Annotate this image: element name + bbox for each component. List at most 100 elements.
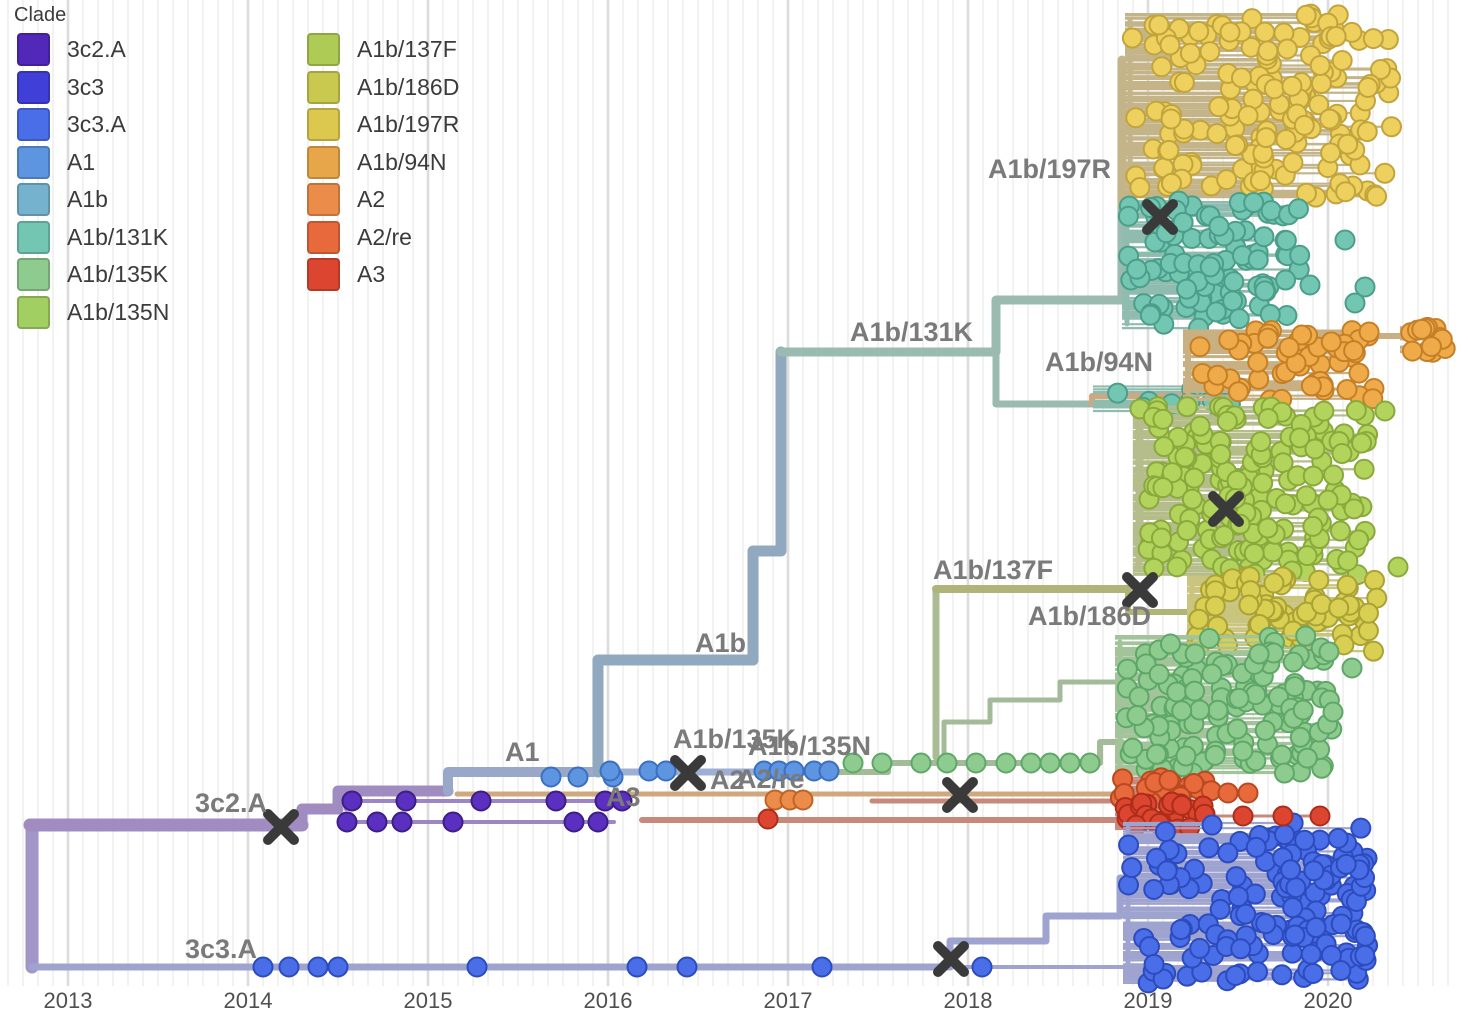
- tip-A1b/135N[interactable]: [1174, 446, 1196, 468]
- tip-A1b/135N[interactable]: [1252, 472, 1274, 494]
- tip-A1b/94N[interactable]: [1343, 340, 1365, 362]
- tip-3c3.A[interactable]: [1294, 829, 1316, 851]
- tip-A1b/135N[interactable]: [1216, 410, 1238, 432]
- tip-A1b/135K[interactable]: [1282, 651, 1304, 673]
- tip-A1b/135K[interactable]: [1198, 627, 1220, 649]
- tip-A1b/135N[interactable]: [1331, 443, 1353, 465]
- tip-3c3.A[interactable]: [1189, 937, 1211, 959]
- tip-A1b/135K[interactable]: [1166, 681, 1188, 703]
- tip-A1b/135N[interactable]: [1353, 458, 1375, 480]
- tip-A1b/197R[interactable]: [1319, 108, 1341, 130]
- tip-A1b/186D[interactable]: [1336, 574, 1358, 596]
- branch-131k-down[interactable]: [992, 348, 1096, 408]
- legend-item[interactable]: A1b: [17, 183, 307, 216]
- tip-3c3.A[interactable]: [1282, 897, 1304, 919]
- tip-3c3.A[interactable]: [1305, 917, 1327, 939]
- legend-swatch[interactable]: [307, 33, 340, 66]
- tip-A1b/135N[interactable]: [1153, 436, 1175, 458]
- tip-A1b/197R[interactable]: [1230, 67, 1252, 89]
- tip-3c3.A[interactable]: [1327, 827, 1349, 849]
- tip-3c3.A[interactable]: [307, 956, 329, 978]
- tip-A1b/131K[interactable]: [1139, 304, 1161, 326]
- branch-a1b-riser[interactable]: [592, 654, 759, 778]
- tip-A1b/135N[interactable]: [1348, 529, 1370, 551]
- tip-A1b/94N[interactable]: [1248, 368, 1270, 390]
- tip-A1b/135K[interactable]: [1128, 686, 1150, 708]
- tip-3c2.A[interactable]: [341, 790, 363, 812]
- tip-A1b/135K[interactable]: [910, 752, 932, 774]
- tip-3c3.A[interactable]: [676, 956, 698, 978]
- tip-3c3.A[interactable]: [1285, 877, 1307, 899]
- tip-A1b/197R[interactable]: [1308, 94, 1330, 116]
- tip-A1b/135K[interactable]: [1079, 752, 1101, 774]
- legend-item[interactable]: A3: [307, 258, 459, 291]
- tip-A1b/197R[interactable]: [1276, 38, 1298, 60]
- tip-A1b/131K[interactable]: [1107, 382, 1129, 404]
- tip-A1b/186D[interactable]: [1357, 602, 1379, 624]
- tip-3c3.A[interactable]: [1255, 913, 1277, 935]
- tip-A1b/131K[interactable]: [1222, 290, 1244, 312]
- tip-A1b/135N[interactable]: [1387, 556, 1409, 578]
- tip-A1b/197R[interactable]: [1275, 128, 1297, 150]
- tip-A1b/135N[interactable]: [1302, 465, 1324, 487]
- tip-A1b/94N[interactable]: [1348, 362, 1370, 384]
- tip-A1b/135K[interactable]: [1184, 643, 1206, 665]
- tip-A1b/135N[interactable]: [1166, 556, 1188, 578]
- tip-A1b/135K[interactable]: [1059, 752, 1081, 774]
- tip-A1b/135N[interactable]: [1337, 550, 1359, 572]
- tip-A1b/197R[interactable]: [1219, 21, 1241, 43]
- tip-3c3.A[interactable]: [1280, 859, 1302, 881]
- tip-A1b/135N[interactable]: [1313, 400, 1335, 422]
- tip-3c3.A[interactable]: [1201, 814, 1223, 836]
- tip-A1b/135N[interactable]: [1351, 432, 1373, 454]
- tip-A1b/197R[interactable]: [1224, 135, 1246, 157]
- tip-A1b/94N[interactable]: [1291, 324, 1313, 346]
- tip-A1b/135N[interactable]: [1210, 443, 1232, 465]
- tip-A1b/135K[interactable]: [1273, 762, 1295, 784]
- tip-3c2.A[interactable]: [336, 811, 358, 833]
- tip-A1b/131K[interactable]: [1223, 271, 1245, 293]
- tip-A1b/135K[interactable]: [1228, 687, 1250, 709]
- tip-A1b/131K[interactable]: [1253, 226, 1275, 248]
- tip-A1b/135N[interactable]: [1243, 542, 1265, 564]
- tip-A1b/135K[interactable]: [1292, 699, 1314, 721]
- legend-swatch[interactable]: [307, 108, 340, 141]
- tip-A1b/135N[interactable]: [1250, 431, 1272, 453]
- tip-A3[interactable]: [1171, 794, 1193, 816]
- tip-A1b/135K[interactable]: [842, 752, 864, 774]
- tip-A1b/197R[interactable]: [1320, 142, 1342, 164]
- tip-A1b/94N[interactable]: [1257, 327, 1279, 349]
- tip-A1b/135K[interactable]: [1295, 625, 1317, 647]
- tip-A1b/135N[interactable]: [1183, 467, 1205, 489]
- tip-A1b/197R[interactable]: [1335, 181, 1357, 203]
- legend-swatch[interactable]: [307, 145, 340, 179]
- tip-3c2.A[interactable]: [366, 811, 388, 833]
- tip-3c3.A[interactable]: [327, 956, 349, 978]
- tip-A1b/197R[interactable]: [1362, 28, 1384, 50]
- tip-A1b/131K[interactable]: [1117, 205, 1139, 227]
- legend-swatch[interactable]: [307, 258, 340, 291]
- tip-A1b/197R[interactable]: [1282, 152, 1304, 174]
- tip-3c3.A[interactable]: [1244, 883, 1266, 905]
- tip-A1b/135N[interactable]: [1176, 396, 1198, 418]
- tip-3c3.A[interactable]: [1245, 836, 1267, 858]
- tip-A3[interactable]: [757, 808, 779, 830]
- tip-3c3.A[interactable]: [1247, 961, 1269, 983]
- tip-A1b/197R[interactable]: [1374, 162, 1396, 184]
- tip-A1b/135N[interactable]: [1296, 545, 1318, 567]
- tip-A3[interactable]: [1309, 805, 1331, 827]
- legend-item[interactable]: A1b/135K: [17, 258, 307, 291]
- tip-3c3.A[interactable]: [1121, 857, 1143, 879]
- tip-3c3.A[interactable]: [1198, 837, 1220, 859]
- tip-3c3.A[interactable]: [1227, 886, 1249, 908]
- legend-item[interactable]: A1: [17, 145, 307, 179]
- tip-A1b/94N[interactable]: [1278, 337, 1300, 359]
- tip-A1b/186D[interactable]: [1364, 569, 1386, 591]
- tip-A1b/186D[interactable]: [1188, 608, 1210, 630]
- tip-A1b/135K[interactable]: [1226, 718, 1248, 740]
- tip-A1b/197R[interactable]: [1158, 139, 1180, 161]
- tip-3c3.A[interactable]: [1118, 874, 1140, 896]
- tip-A1b/135K[interactable]: [1189, 699, 1211, 721]
- tip-A1b/135N[interactable]: [1176, 520, 1198, 542]
- tip-A1b/197R[interactable]: [1281, 75, 1303, 97]
